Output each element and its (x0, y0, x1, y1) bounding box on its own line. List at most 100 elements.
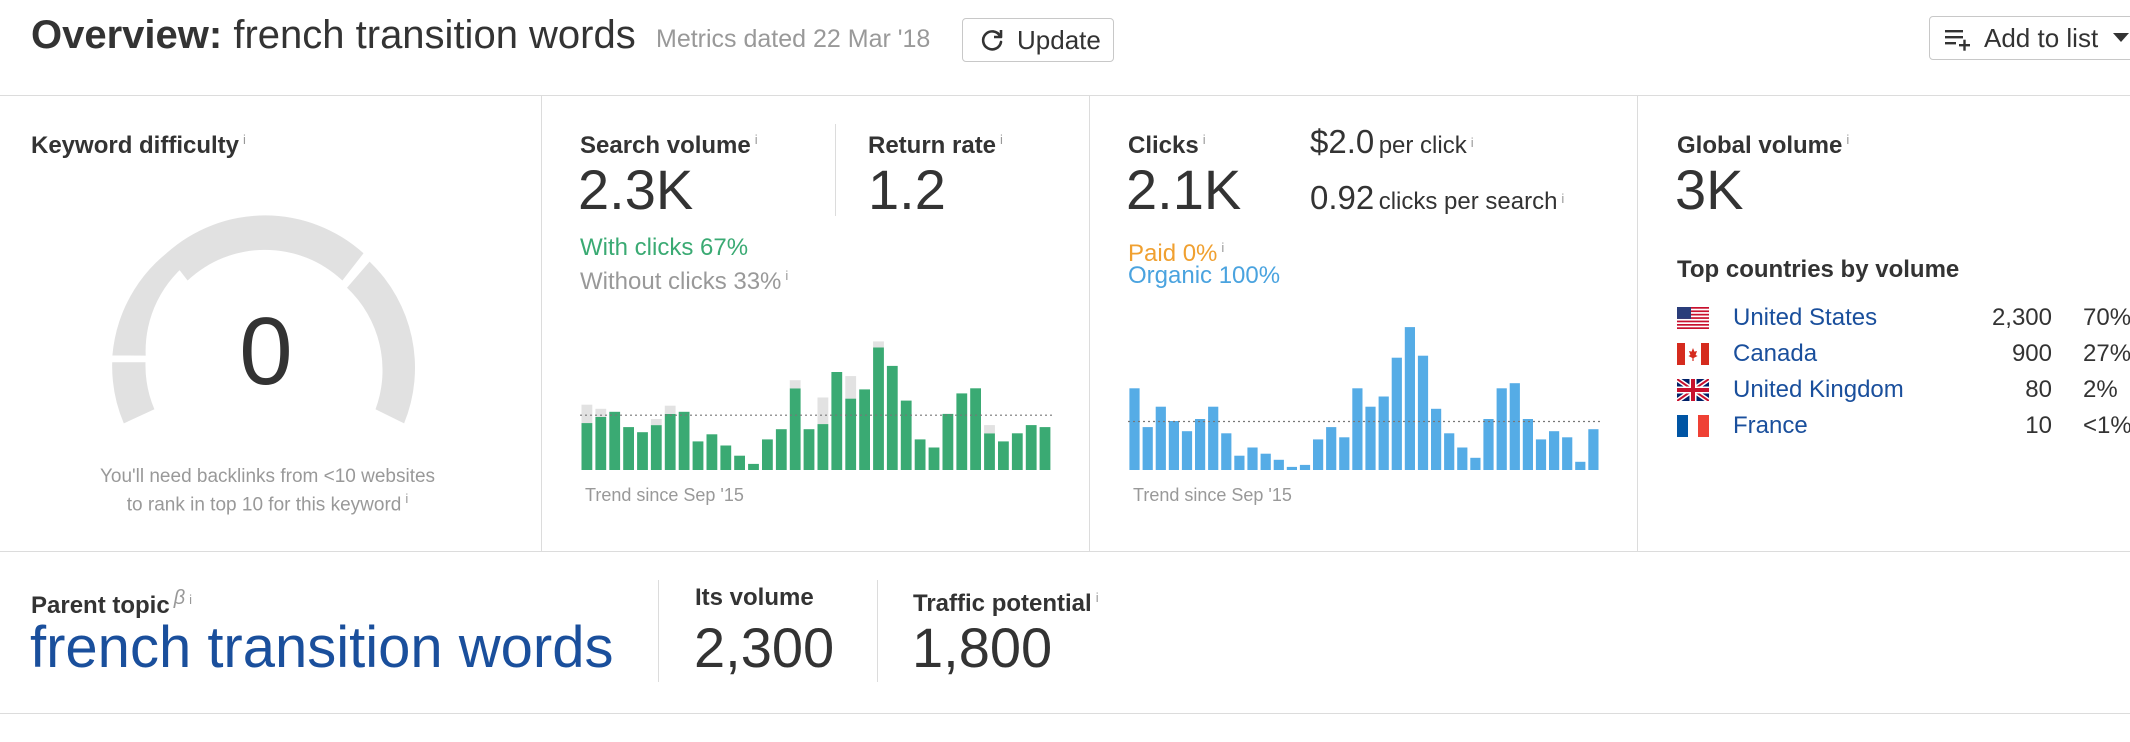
cpc: $2.0 per click i (1310, 122, 1474, 162)
parent-divider-1 (658, 580, 659, 682)
clicks-bar (1299, 464, 1311, 470)
clicks-bar (1155, 406, 1166, 470)
search-volume-bar (956, 393, 968, 470)
clicks-bar (1326, 427, 1337, 470)
gauge-segment-4 (347, 261, 416, 424)
search-volume-bar (970, 388, 981, 470)
kd-note: You'll need backlinks from <10 websites … (40, 466, 495, 516)
clicks-bar (1221, 433, 1232, 470)
search-volume-bar (706, 434, 718, 470)
info-icon[interactable]: i (189, 592, 193, 607)
info-icon[interactable]: i (1000, 132, 1003, 147)
clicks-bar (1142, 427, 1153, 470)
country-link[interactable]: France (1733, 412, 1808, 439)
search-volume-bar (595, 416, 607, 470)
search-volume-trend-chart (580, 341, 1052, 470)
clicks-bar (1483, 419, 1494, 470)
kd-note-line2: to rank in top 10 for this keyword i (40, 488, 495, 516)
search-volume-bar (581, 423, 593, 470)
info-icon[interactable]: i (243, 132, 246, 147)
panel-divider-1 (541, 96, 542, 551)
update-button[interactable]: Update (962, 18, 1114, 62)
kd-note-line1: You'll need backlinks from <10 websites (99, 466, 436, 487)
global-volume-label: Global volume i (1677, 124, 1849, 162)
chevron-down-icon (2113, 33, 2130, 42)
country-volume: 10 (2025, 412, 2052, 439)
kd-label-text: Keyword difficulty (31, 132, 240, 159)
country-link[interactable]: Canada (1733, 340, 1818, 367)
search-volume-bar (637, 432, 648, 470)
search-volume-bar (845, 398, 857, 470)
title-keyword: french transition words (233, 13, 636, 57)
search-volume-bar (664, 405, 676, 414)
parent-topic-link[interactable]: french transition words (30, 615, 614, 680)
country-percent: <1% (2083, 412, 2130, 439)
without-clicks-text: Without clicks 33% (580, 268, 782, 295)
clicks-bar (1181, 431, 1193, 470)
clicks-bar (1195, 419, 1206, 470)
search-volume-bar (623, 427, 634, 470)
parent-topic-label: Parent topic β i (31, 582, 192, 622)
search-volume-bar (928, 447, 940, 470)
search-volume-bar (914, 439, 926, 470)
its-volume-value: 2,300 (694, 616, 835, 679)
search-volume-bar (873, 341, 884, 348)
clicks-bar (1470, 457, 1481, 470)
info-icon[interactable]: i (1846, 132, 1850, 147)
search-volume-bar (581, 404, 593, 424)
search-volume-bar (845, 376, 857, 399)
search-volume-bar (831, 372, 843, 470)
search-volume-bar (817, 397, 829, 424)
update-label: Update (1017, 24, 1101, 55)
info-icon[interactable]: i (754, 132, 758, 147)
country-percent: 27% (2083, 340, 2130, 367)
cpc-label: per click (1378, 132, 1467, 159)
info-icon[interactable]: i (1470, 134, 1474, 150)
header-divider (0, 95, 2130, 96)
clicks-bar (1313, 439, 1324, 470)
clicks-bar (1168, 421, 1179, 470)
info-icon[interactable]: i (405, 491, 409, 506)
info-icon[interactable]: i (1202, 132, 1206, 147)
cps-label: clicks per search (1378, 188, 1558, 215)
country-link[interactable]: United States (1733, 304, 1878, 331)
search-volume-bar (817, 424, 829, 470)
kd-note-line2-text: to rank in top 10 for this keyword (126, 494, 402, 516)
country-link[interactable]: United Kingdom (1733, 376, 1904, 403)
country-row: United States 2,300 70% (1677, 300, 2130, 336)
info-icon[interactable]: i (1561, 190, 1565, 206)
clicks-trend-label: Trend since Sep '15 (1133, 485, 1292, 505)
metrics-divider (0, 551, 2130, 552)
panel-divider-3 (1637, 96, 1638, 551)
search-volume-label: Search volume i (580, 124, 758, 162)
clicks-bar (1208, 406, 1219, 470)
kd-value: 0 (239, 298, 293, 405)
country-row: France 10 <1% (1677, 408, 2130, 444)
global-volume-value: 3K (1675, 158, 1744, 221)
clicks-trend-chart (1128, 327, 1600, 470)
title-prefix: Overview: (31, 13, 223, 57)
search-volume-bar (650, 419, 662, 426)
fr-flag-icon (1677, 415, 1709, 437)
top-countries-label: Top countries by volume (1677, 256, 1960, 283)
search-volume-bar (650, 425, 662, 470)
search-volume-bar (998, 441, 1009, 470)
clicks-bar (1535, 439, 1547, 470)
clicks-bar (1417, 355, 1429, 470)
clicks-bar (1273, 459, 1284, 470)
traffic-potential-label-text: Traffic potential (913, 590, 1092, 617)
info-icon[interactable]: i (785, 268, 789, 283)
info-icon[interactable]: i (1221, 240, 1225, 255)
sv-trend-label: Trend since Sep '15 (585, 485, 744, 505)
clicks-bar (1496, 388, 1507, 470)
search-volume-bar (775, 429, 787, 470)
gauge-segment-3 (166, 215, 364, 281)
info-icon[interactable]: i (1095, 590, 1099, 605)
clicks-bar (1365, 406, 1376, 470)
refresh-icon (981, 30, 1003, 51)
search-volume-bar (803, 429, 815, 470)
search-volume-value: 2.3K (578, 158, 694, 221)
clicks-bar (1457, 447, 1468, 470)
add-to-list-button[interactable]: Add to list (1929, 16, 2130, 60)
search-volume-bar (609, 411, 621, 470)
